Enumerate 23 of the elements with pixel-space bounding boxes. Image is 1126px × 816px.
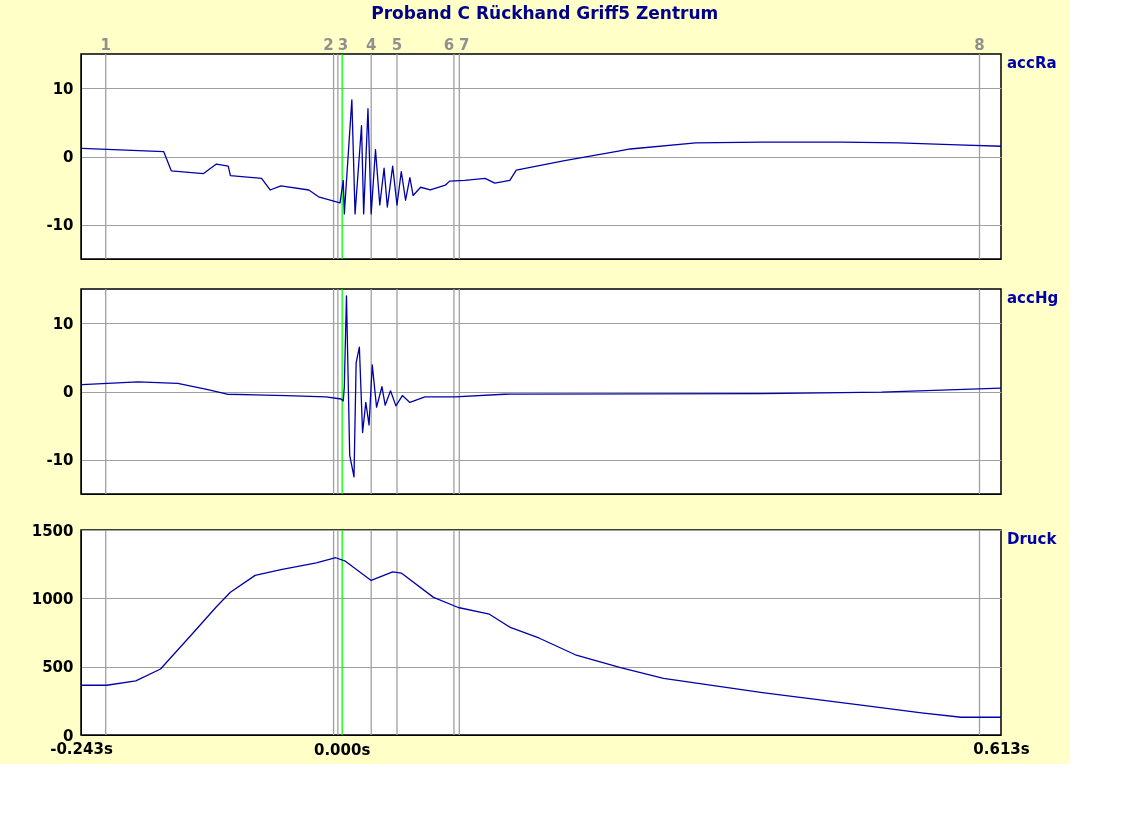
y-tick-label: 10 [52,79,74,98]
text: Druck [1007,530,1058,548]
y-tick-label: 10 [52,314,74,333]
y-tick-label: -10 [46,216,74,235]
text: 4 [365,36,377,54]
text: 8 [974,36,985,54]
x-tick-label: 0.613s [973,739,1030,758]
text: 5 [391,36,403,54]
text: 6 [443,36,455,54]
text: 7 [459,36,470,54]
text: 1 [100,36,111,54]
y-tick-label: 1000 [31,589,74,608]
chart-title: Proband C Rückhand Griff5 Zentrum [371,3,719,24]
y-tick-label: 0 [63,148,74,166]
text: 2 [323,36,334,54]
y-tick-label: 0 [63,383,74,401]
ref-line-label: 0.000s [313,741,371,759]
y-tick-label: 1500 [31,521,74,540]
y-tick-label: -10 [46,451,74,470]
y-tick-label: 500 [42,658,74,677]
text: accRa [1007,54,1057,72]
text: accHg [1007,289,1059,307]
text: 3 [337,36,349,54]
